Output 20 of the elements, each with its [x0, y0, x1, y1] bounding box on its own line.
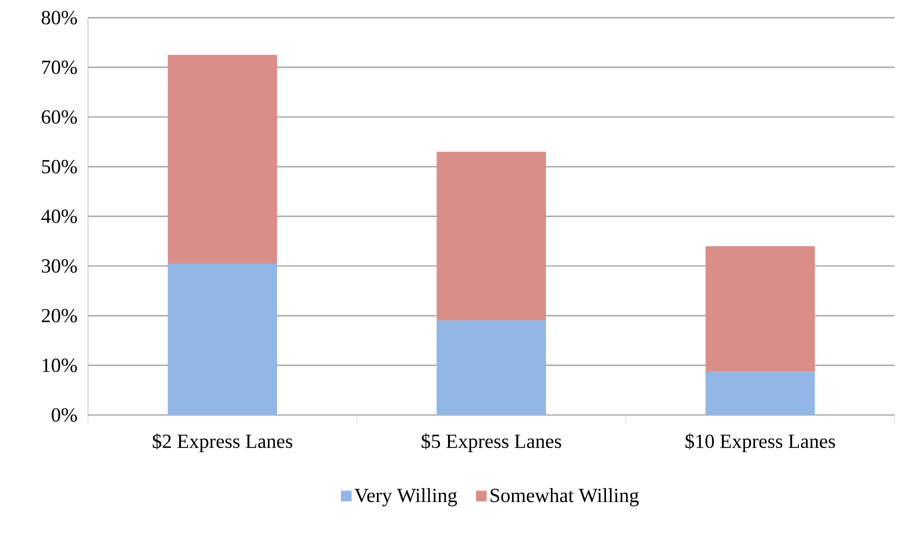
bar — [168, 264, 278, 415]
y-tick-label: 40% — [41, 210, 77, 224]
y-tick-label: 70% — [42, 60, 77, 74]
y-tick-label: 20% — [42, 308, 77, 322]
x-tick-label: $2 Express Lanes — [152, 433, 292, 452]
y-tick-label: 10% — [42, 358, 77, 372]
y-tick-label: 0% — [52, 408, 77, 422]
bar — [706, 246, 815, 372]
bar — [436, 320, 546, 415]
legend-label: Very Willing — [354, 488, 457, 506]
bar — [168, 54, 278, 264]
bar — [706, 372, 815, 415]
y-tick-label: 60% — [42, 110, 77, 124]
legend-label: Somewhat Willing — [490, 488, 639, 506]
y-tick-label: 50% — [42, 160, 77, 174]
x-tick-label: $5 Express Lanes — [422, 433, 562, 452]
bar — [436, 152, 546, 321]
x-tick-label: $10 Express Lanes — [686, 433, 836, 452]
y-tick-label: 80% — [42, 10, 77, 24]
y-tick-label: 30% — [42, 259, 77, 273]
